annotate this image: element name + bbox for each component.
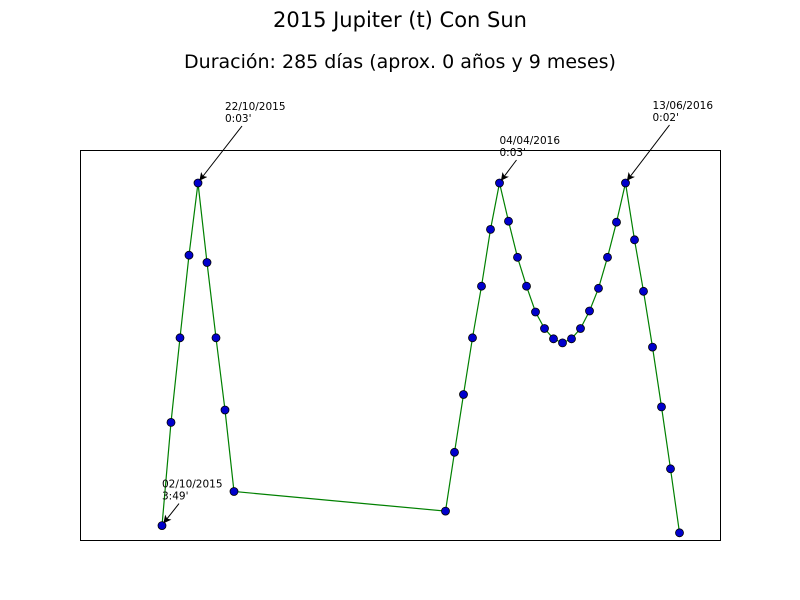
annotation-date: 22/10/2015 <box>225 101 286 113</box>
annotation-value: 0:03' <box>500 147 526 159</box>
data-point <box>220 405 230 415</box>
annotation-arrow <box>163 503 180 524</box>
data-point <box>459 390 468 399</box>
data-point <box>504 216 513 226</box>
chart-subtitle: Duración: 285 días (aprox. 0 años y 9 me… <box>184 51 616 73</box>
data-point <box>621 178 630 188</box>
chart-title: 2015 Jupiter (t) Con Sun <box>273 8 527 32</box>
annotation-date: 13/06/2016 <box>653 100 714 112</box>
data-point <box>175 333 185 343</box>
series-layer <box>161 182 681 533</box>
annotation-value: 3:49' <box>162 491 188 503</box>
data-point <box>585 306 594 316</box>
data-point <box>549 334 558 344</box>
data-point <box>603 252 612 262</box>
data-point <box>522 281 531 291</box>
data-point <box>630 235 639 245</box>
data-point <box>657 402 666 412</box>
data-point <box>666 464 675 474</box>
data-point <box>477 281 486 291</box>
data-point <box>576 324 585 333</box>
data-point <box>675 528 684 538</box>
data-point <box>184 250 194 260</box>
data-point <box>540 324 549 333</box>
data-point <box>468 333 477 343</box>
marker-layer <box>157 178 684 538</box>
data-point <box>495 178 504 188</box>
annotation-value: 0:03' <box>225 113 251 125</box>
data-point <box>486 224 495 234</box>
annotation-layer: 02/10/20153:49'22/10/20150:03'04/04/2016… <box>162 100 714 524</box>
series-line <box>161 182 681 533</box>
data-point <box>612 217 621 227</box>
data-point <box>639 286 648 296</box>
data-point <box>531 307 540 317</box>
annotation-date: 04/04/2016 <box>500 135 561 147</box>
annotation-value: 0:02' <box>653 112 679 124</box>
annotation-arrow <box>500 159 517 181</box>
data-point <box>648 342 657 352</box>
data-point <box>166 417 176 427</box>
annotation-arrow <box>626 124 670 181</box>
data-point <box>202 258 212 267</box>
data-point <box>450 447 459 457</box>
annotation-date: 02/10/2015 <box>162 479 223 491</box>
data-point <box>567 334 576 344</box>
data-point <box>211 333 221 343</box>
data-point <box>441 506 450 516</box>
data-point <box>193 178 203 188</box>
data-point <box>157 521 167 530</box>
annotation-arrow <box>199 125 243 181</box>
data-point <box>558 338 567 348</box>
data-point <box>513 252 522 262</box>
data-point <box>229 487 239 496</box>
plot-frame <box>80 150 721 541</box>
data-point <box>594 283 603 293</box>
